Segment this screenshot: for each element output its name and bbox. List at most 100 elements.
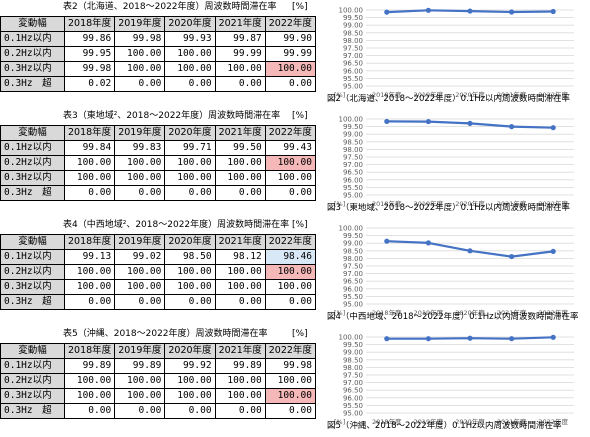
y-tick-label: 98.50 — [343, 356, 363, 364]
y-tick-label: 97.50 — [343, 154, 363, 162]
table-cell: 100.00 — [63, 388, 116, 404]
table-unit: [%] — [292, 2, 308, 12]
table-row: 0.2Hz以内 100.00 100.00 100.00 100.00 100.… — [0, 373, 316, 389]
table-cell: 0.00 — [214, 294, 266, 310]
table-cell: 100.00 — [164, 279, 216, 295]
table-row: 0.3Hz 超 0.00 0.00 0.00 0.00 0.00 — [0, 185, 316, 201]
table-row: 0.1Hz以内 99.13 99.02 98.50 98.12 98.46 — [0, 249, 316, 265]
data-point — [509, 9, 515, 15]
table-cell: 99.95 — [63, 46, 116, 62]
data-point — [550, 248, 556, 255]
x-tick-label: 2021年度 — [497, 417, 527, 426]
table-cell: 100.00 — [63, 155, 116, 171]
table-title-row: 表3（東地域²、2018～2022年度）周波数時間滞在率 [%] — [0, 109, 318, 123]
table-header-row: 変動幅 2018年度 2019年度 2020年度 2021年度 2022年度 — [0, 234, 316, 250]
table-cell: 0.00 — [164, 403, 216, 419]
table-cell: 100.00 — [63, 170, 116, 186]
y-tick-label: 95.50 — [343, 75, 363, 83]
y-tick-label: 97.00 — [343, 52, 363, 60]
x-tick-label: 2018年度 — [372, 199, 402, 208]
header-category: 変動幅 — [0, 343, 65, 359]
table-cell: 99.89 — [63, 358, 116, 374]
table-cell: 99.50 — [214, 140, 266, 156]
table-header-row: 変動幅 2018年度 2019年度 2020年度 2021年度 2022年度 — [0, 343, 316, 359]
table-row: 0.3Hz 超 0.02 0.00 0.00 0.00 0.00 — [0, 76, 316, 92]
x-tick-label: 2022年度 — [538, 308, 568, 317]
table-cell: 0.00 — [63, 185, 116, 201]
x-tick-label: 2018年度 — [372, 308, 402, 317]
y-tick-label: 95.50 — [343, 184, 363, 192]
table-cell: 0.02 — [63, 76, 116, 92]
header-year: 2021年度 — [214, 343, 266, 359]
table-cell: 0.00 — [264, 185, 316, 201]
table-cell: 100.00 — [264, 264, 316, 280]
y-tick-label: 99.00 — [343, 22, 363, 30]
table-cell: 0.00 — [164, 185, 216, 201]
table-cell: 99.90 — [264, 31, 316, 47]
table-cell: 100.00 — [114, 170, 166, 186]
header-year: 2020年度 — [164, 16, 216, 32]
table-cell: 0.00 — [164, 76, 216, 92]
table-cell: 0.00 — [114, 185, 166, 201]
region-block-hokkaido: 表2（北海道、2018～2022年度）周波数時間滞在率 [%] 変動幅 2018… — [0, 0, 590, 108]
frequency-table: 変動幅 2018年度 2019年度 2020年度 2021年度 2022年度 0… — [0, 16, 316, 92]
table-cell: 0.00 — [63, 294, 116, 310]
y-tick-label: 96.00 — [343, 285, 363, 293]
y-unit-label: [%] — [334, 418, 345, 426]
line-chart-svg: 100.0099.5099.0098.5098.0097.5097.0096.5… — [334, 225, 574, 317]
row-label: 0.1Hz以内 — [0, 140, 65, 156]
y-tick-label: 96.00 — [343, 176, 363, 184]
table-cell: 99.99 — [214, 46, 266, 62]
table-cell: 100.00 — [264, 373, 316, 389]
table-cell: 100.00 — [214, 279, 266, 295]
data-point — [384, 118, 390, 125]
data-point — [425, 336, 431, 342]
header-year: 2021年度 — [214, 16, 266, 32]
table-cell: 99.43 — [264, 140, 316, 156]
table-cell: 99.99 — [264, 46, 316, 62]
row-label: 0.2Hz以内 — [0, 264, 65, 280]
table-cell: 99.84 — [63, 140, 116, 156]
table-cell: 100.00 — [264, 388, 316, 404]
header-category: 変動幅 — [0, 16, 65, 32]
table-cell: 100.00 — [214, 388, 266, 404]
data-point — [384, 9, 390, 15]
y-tick-label: 98.50 — [343, 138, 363, 146]
line-chart: 100.00 99.50 99.00 98.50 98.00 97.50 97.00 96.5… — [330, 329, 576, 426]
table-cell: 98.12 — [214, 249, 266, 265]
x-tick-label: 2022年度 — [538, 90, 568, 99]
table-cell: 0.00 — [214, 76, 266, 92]
line-chart: 100.00 99.50 99.00 98.50 98.00 97.50 97.00 96.5… — [330, 220, 576, 317]
data-point — [509, 124, 515, 130]
x-tick-label: 2020年度 — [455, 308, 485, 317]
y-unit-label: [%] — [334, 309, 345, 317]
line-chart: 100.00 99.50 99.00 98.50 98.00 97.50 97.00 96.5… — [330, 111, 576, 208]
line-chart-svg: 100.0099.5099.0098.5098.0097.5097.0096.5… — [334, 334, 574, 426]
table-cell: 99.71 — [164, 140, 216, 156]
table-cell: 98.46 — [264, 249, 316, 265]
y-unit-label: [%] — [334, 200, 345, 208]
table-cell: 100.00 — [114, 61, 166, 77]
table-cell: 99.98 — [264, 358, 316, 374]
header-year: 2020年度 — [164, 343, 216, 359]
x-tick-label: 2020年度 — [455, 417, 485, 426]
y-tick-label: 100.00 — [339, 116, 364, 124]
table-unit: [%] — [292, 220, 308, 230]
table-cell: 100.00 — [214, 264, 266, 280]
table-cell: 100.00 — [114, 264, 166, 280]
row-label: 0.3Hz以内 — [0, 61, 65, 77]
y-tick-label: 100.00 — [339, 225, 364, 233]
table-cell: 100.00 — [214, 155, 266, 171]
y-tick-label: 96.50 — [343, 60, 363, 68]
row-label: 0.3Hz以内 — [0, 388, 65, 404]
figure-caption: 図3（東地域、2018～2022年度）0.1Hz以内周波数時間滞在率 — [327, 203, 571, 213]
table-cell: 100.00 — [164, 170, 216, 186]
y-tick-label: 97.50 — [343, 372, 363, 380]
x-tick-label: 2018年度 — [372, 90, 402, 99]
header-year: 2019年度 — [114, 16, 166, 32]
table-row: 0.3Hz 超 0.00 0.00 0.00 0.00 0.00 — [0, 294, 316, 310]
header-year: 2019年度 — [114, 234, 166, 250]
table-unit: [%] — [292, 111, 308, 121]
table-cell: 0.00 — [164, 294, 216, 310]
y-unit-label: [%] — [334, 91, 345, 99]
